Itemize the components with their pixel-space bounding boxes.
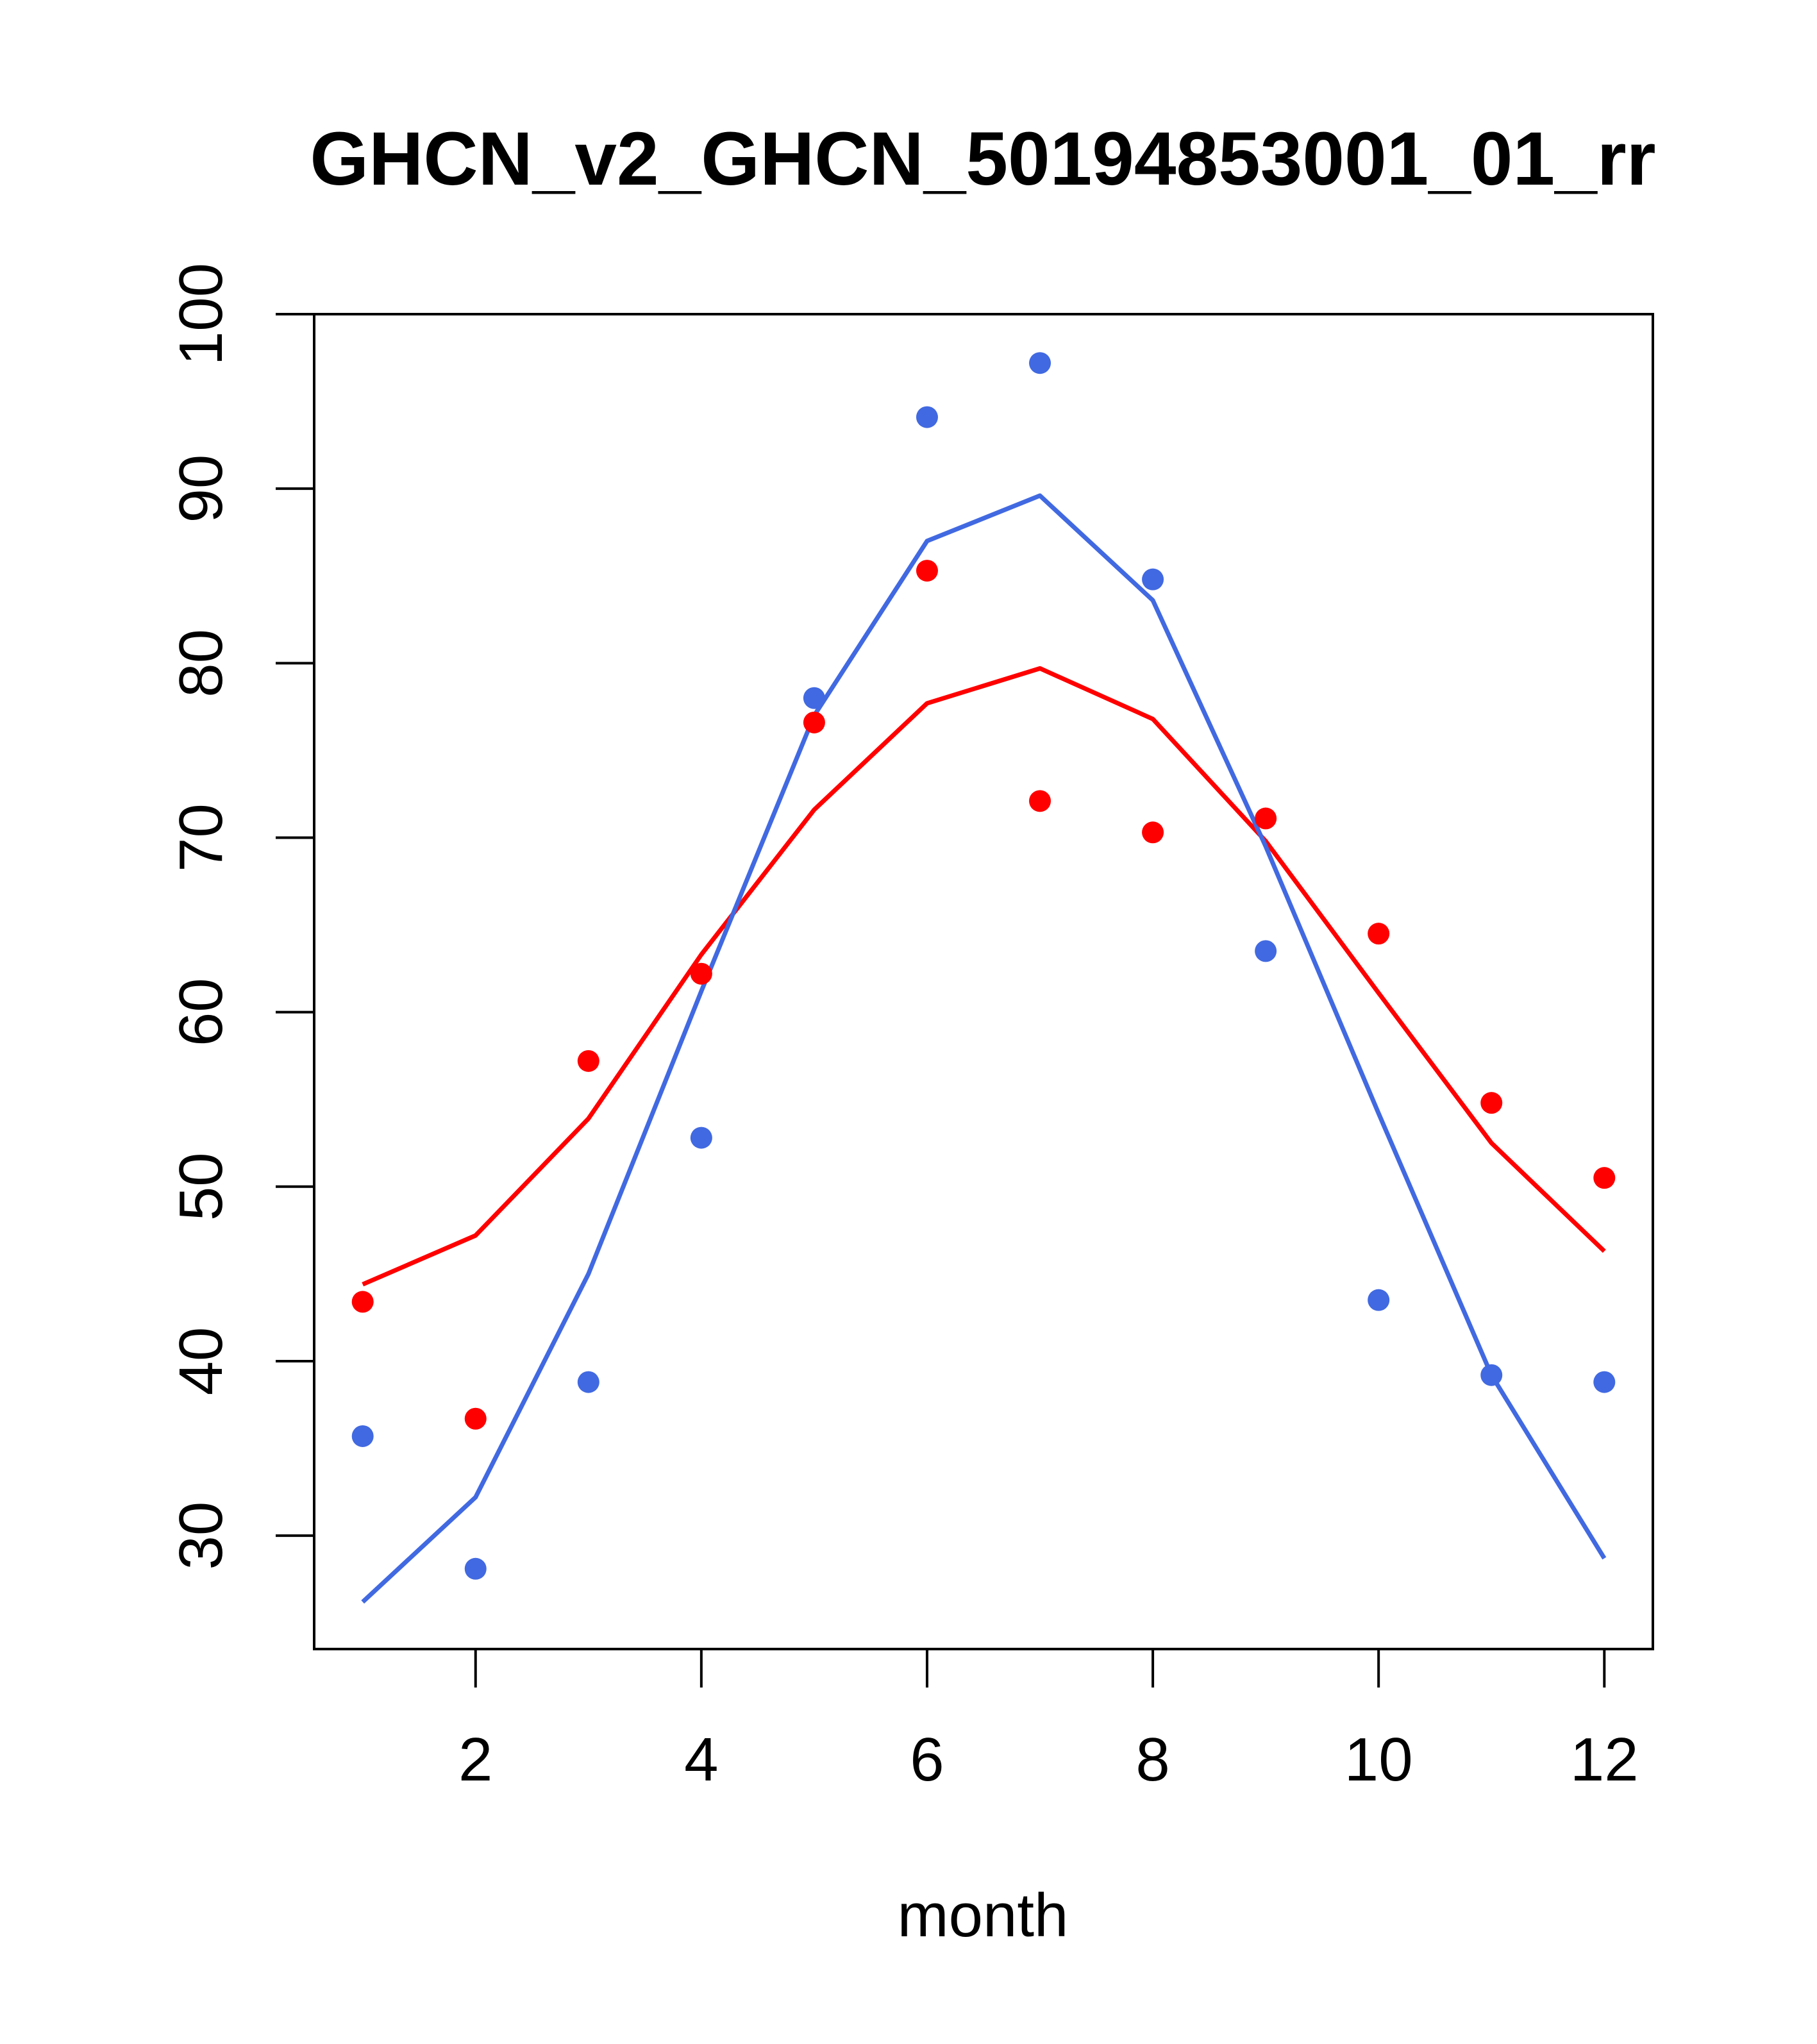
x-axis: 2 4 6 8 10 12	[458, 1649, 1639, 1794]
chart-title: GHCN_v2_GHCN_50194853001_01_rr	[310, 117, 1655, 201]
red-points-point	[1255, 807, 1277, 830]
y-tick-label: 90	[167, 455, 235, 523]
x-tick-label: 4	[684, 1725, 718, 1794]
y-tick-label: 50	[167, 1152, 235, 1221]
blue-points-point	[351, 1425, 374, 1447]
y-tick-label: 70	[167, 803, 235, 872]
red-points-point	[690, 962, 712, 985]
red-points-point	[464, 1407, 487, 1430]
blue-points-point	[1593, 1371, 1616, 1393]
plot-area	[313, 313, 1654, 1650]
blue-points-point	[1142, 568, 1164, 591]
plot-frame	[313, 313, 1654, 1650]
x-tick-label: 8	[1135, 1725, 1169, 1794]
red-points-point	[1142, 821, 1164, 844]
blue-points-point	[1255, 940, 1277, 962]
blue-points-point	[1029, 352, 1051, 374]
x-tick-label: 10	[1344, 1725, 1413, 1794]
red-points-point	[1593, 1167, 1616, 1189]
blue-points-point	[1368, 1289, 1390, 1311]
blue-points-point	[577, 1371, 599, 1393]
red-points-point	[1480, 1092, 1503, 1114]
y-tick-label: 60	[167, 978, 235, 1046]
red-points-point	[577, 1050, 599, 1072]
series-layer	[351, 352, 1616, 1604]
y-tick-label: 80	[167, 629, 235, 698]
blue-points-point	[916, 406, 938, 428]
red-points-point	[916, 560, 938, 582]
red-points-point	[803, 711, 825, 733]
y-tick-label: 100	[167, 263, 235, 365]
blue-points-point	[464, 1557, 487, 1580]
blue-points-point	[690, 1127, 712, 1149]
y-tick-label: 30	[167, 1502, 235, 1570]
red-points-point	[1368, 923, 1390, 945]
y-tick-label: 40	[167, 1327, 235, 1396]
red-points-point	[351, 1291, 374, 1313]
blue-points-point	[1480, 1364, 1503, 1386]
blue-fit-line	[361, 493, 1607, 1604]
x-axis-label: month	[898, 1881, 1069, 1950]
x-tick-label: 6	[910, 1725, 944, 1794]
red-points-point	[1029, 790, 1051, 812]
x-tick-label: 2	[458, 1725, 492, 1794]
x-tick-label: 12	[1570, 1725, 1639, 1794]
y-axis: 30 40 50 60 70 80 90 100	[167, 263, 314, 1570]
red-fit-line	[362, 666, 1606, 1287]
blue-points-point	[803, 687, 825, 709]
